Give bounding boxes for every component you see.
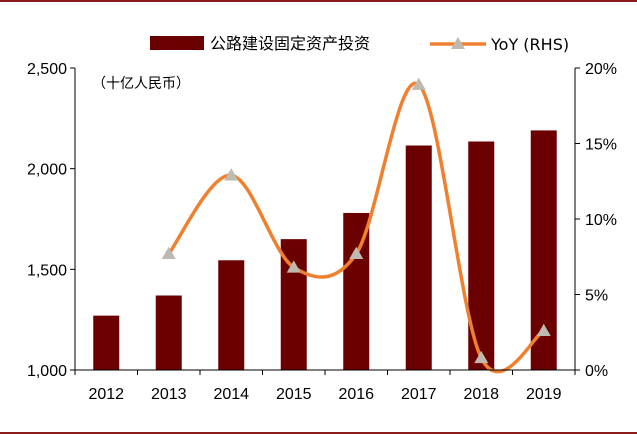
yoy-point-2014 <box>224 168 239 181</box>
left-tick-label: 1,000 <box>27 363 67 380</box>
axes: 1,000 1,500 2,000 2,500 0% 5% 10% 15% 20% 2012 201… <box>27 61 617 403</box>
yoy-point-2019 <box>536 323 551 336</box>
bar-2017 <box>405 145 432 370</box>
bottom-border <box>0 432 637 434</box>
right-tick-label: 0% <box>585 363 608 380</box>
legend-line-label: YoY (RHS) <box>490 35 569 54</box>
x-tick-label: 2019 <box>526 386 562 403</box>
yoy-point-2013 <box>161 246 176 259</box>
legend: 公路建设固定资产投资 YoY (RHS) <box>150 34 569 54</box>
legend-bar-label: 公路建设固定资产投资 <box>210 34 370 53</box>
legend-bar-swatch <box>150 36 204 50</box>
x-tick-label: 2017 <box>401 386 437 403</box>
legend-line-marker <box>451 37 465 49</box>
bar-2012 <box>93 315 120 370</box>
right-tick-label: 5% <box>585 288 608 305</box>
bar-series <box>93 130 557 370</box>
top-border <box>0 0 637 2</box>
left-tick-label: 1,500 <box>27 262 67 279</box>
x-tick-label: 2012 <box>88 386 124 403</box>
bar-2013 <box>155 295 182 370</box>
x-tick-label: 2013 <box>151 386 187 403</box>
yoy-point-2017 <box>411 77 426 90</box>
x-tick-label: 2014 <box>213 386 249 403</box>
x-tick-label: 2016 <box>338 386 374 403</box>
line-series <box>161 77 551 374</box>
x-tick-label: 2015 <box>276 386 312 403</box>
x-tick-label: 2018 <box>463 386 499 403</box>
yoy-point-2016 <box>349 246 364 259</box>
yoy-point-2018 <box>474 350 489 364</box>
bar-2014 <box>218 260 245 370</box>
right-tick-label: 10% <box>585 212 617 229</box>
unit-label: （十亿人民币） <box>92 76 190 92</box>
right-tick-label: 20% <box>585 61 617 78</box>
right-tick-label: 15% <box>585 137 617 154</box>
left-tick-label: 2,500 <box>27 61 67 78</box>
yoy-point-2015 <box>286 260 301 273</box>
left-tick-label: 2,000 <box>27 162 67 179</box>
